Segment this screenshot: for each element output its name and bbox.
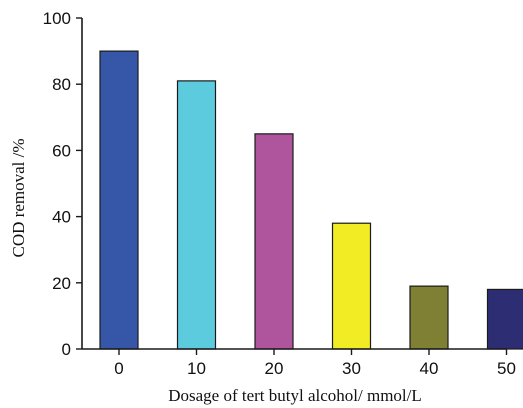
x-axis-title: Dosage of tert butyl alcohol/ mmol/L — [168, 386, 422, 405]
bar-0 — [99, 50, 139, 350]
y-axis-title: COD removal /% — [9, 139, 28, 258]
x-tick-label: 30 — [342, 359, 361, 378]
bar-50 — [486, 288, 523, 350]
x-axis-ticks: 0 10 20 30 40 50 — [114, 349, 516, 378]
y-tick-label: 100 — [43, 9, 71, 28]
y-tick-label: 0 — [62, 340, 71, 359]
y-axis-ticks: 0 20 40 60 80 100 — [43, 9, 82, 359]
bars-layer — [99, 50, 523, 350]
bar-10 — [176, 80, 217, 350]
bar-40 — [409, 285, 449, 350]
y-tick-label: 80 — [52, 75, 71, 94]
y-tick-label: 60 — [52, 141, 71, 160]
x-tick-label: 40 — [420, 359, 439, 378]
y-tick-label: 20 — [52, 274, 71, 293]
bar-20 — [254, 133, 294, 350]
x-tick-label: 20 — [265, 359, 284, 378]
x-tick-label: 50 — [497, 359, 516, 378]
x-tick-label: 0 — [114, 359, 123, 378]
bar-30 — [331, 222, 372, 350]
y-tick-label: 40 — [52, 208, 71, 227]
x-tick-label: 10 — [187, 359, 206, 378]
